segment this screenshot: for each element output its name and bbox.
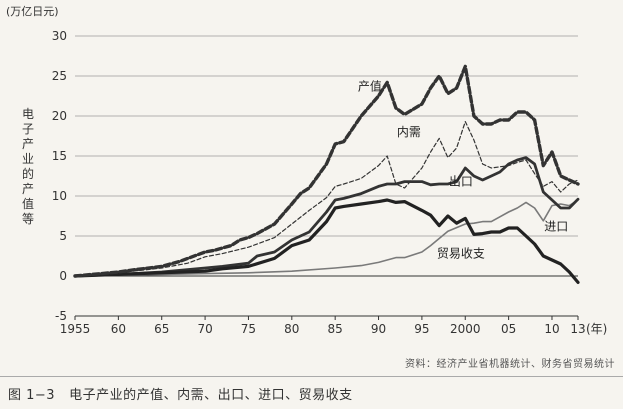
series-line-1 (74, 120, 579, 277)
series-line-4 (73, 198, 580, 284)
x-tick-label: 65 (154, 322, 169, 336)
series-line-2 (73, 156, 580, 278)
figure-caption: 图 1−3 电子产业的产值、内需、出口、进口、贸易收支 (8, 384, 353, 403)
x-axis-label: (年) (586, 322, 607, 336)
y-tick-label: 10 (52, 189, 67, 203)
x-tick-label: 80 (284, 322, 299, 336)
series-label: 产值 (358, 78, 382, 93)
x-tick-label: 90 (371, 322, 386, 336)
series-label: 贸易收支 (437, 247, 485, 261)
source-note: 资料：经济产业省机器统计、财务省贸易统计 (405, 359, 615, 370)
grid-layer (75, 35, 578, 317)
figure-caption-text: 电子产业的产值、内需、出口、进口、贸易收支 (69, 388, 353, 403)
x-tick-label: 1955 (60, 322, 91, 336)
figure-number: 图 1−3 (8, 388, 56, 403)
x-tick-label: 05 (501, 322, 516, 336)
y-unit-label: (万亿日元) (6, 5, 59, 18)
y-tick-label: 30 (52, 29, 67, 43)
x-tick-label: 10 (544, 322, 559, 336)
y-tick-labels: -5 0 5 10 15 20 25 30 (52, 29, 67, 323)
series-line-3 (74, 199, 579, 277)
x-tick-label: 13 (570, 322, 585, 336)
y-tick-label: -5 (55, 309, 67, 323)
x-tick-label: 85 (328, 322, 343, 336)
series-layer (73, 64, 580, 284)
x-tick-label: 75 (241, 322, 256, 336)
y-tick-label: 20 (52, 109, 67, 123)
series-label: 进口 (544, 219, 568, 233)
x-tick-label: 60 (111, 322, 126, 336)
x-tick-label: 2000 (450, 322, 481, 336)
series-label: 内需 (397, 125, 421, 139)
series-line-0 (73, 64, 580, 278)
y-axis-label: 电子产业的产值等 (22, 107, 34, 226)
x-tick-label: 70 (197, 322, 212, 336)
y-tick-label: 5 (59, 229, 67, 243)
x-tick-labels: 1955 60 65 70 75 80 85 90 95 2000 05 10 13 (60, 316, 586, 336)
caption-divider (0, 376, 623, 377)
y-tick-label: 15 (52, 149, 67, 163)
y-tick-label: 0 (59, 269, 67, 283)
x-tick-label: 95 (414, 322, 429, 336)
series-label: 出口 (449, 175, 473, 189)
y-tick-label: 25 (52, 69, 67, 83)
